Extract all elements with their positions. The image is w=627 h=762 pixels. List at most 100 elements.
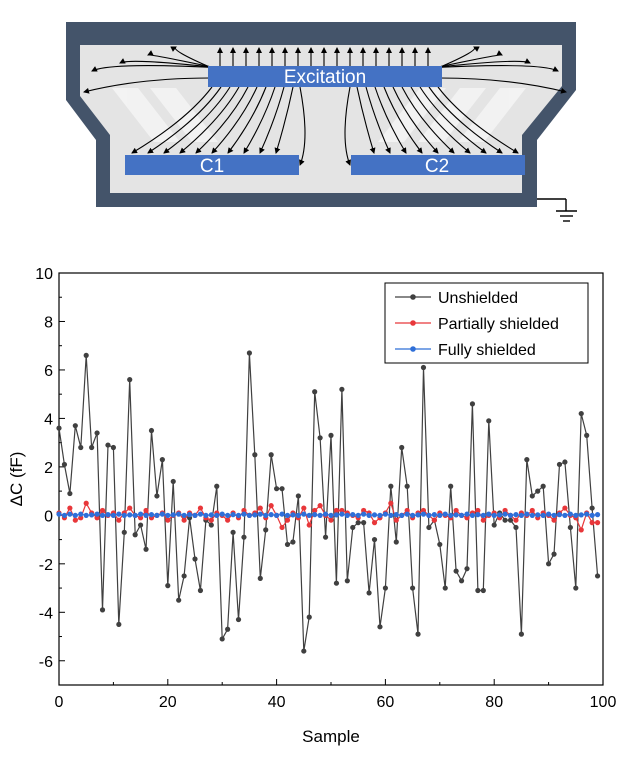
data-point <box>181 517 187 523</box>
data-point <box>306 512 312 518</box>
data-point <box>263 512 269 518</box>
y-tick-label: 2 <box>44 460 53 477</box>
y-tick-label: -2 <box>39 557 53 574</box>
data-point <box>513 524 519 531</box>
legend-swatch-marker <box>410 294 416 300</box>
series-line <box>58 513 598 517</box>
y-axis-ticks: -6 -4 -2 0 2 4 6 8 10 <box>35 266 65 671</box>
field-line <box>170 46 213 69</box>
series-layer <box>56 350 601 654</box>
data-point <box>279 486 285 492</box>
data-point <box>420 511 427 517</box>
c2-electrode <box>351 155 525 175</box>
data-point <box>420 507 427 514</box>
data-point <box>99 512 106 518</box>
field-line <box>425 65 559 72</box>
data-point <box>110 512 116 518</box>
data-point <box>594 573 601 579</box>
field-line <box>410 86 471 154</box>
data-point <box>388 512 394 518</box>
data-point <box>143 512 149 518</box>
data-point <box>339 507 345 514</box>
data-point <box>208 517 214 523</box>
legend-label: Unshielded <box>438 290 518 307</box>
data-point <box>333 512 340 518</box>
data-point <box>453 512 459 518</box>
data-point <box>366 590 372 596</box>
data-point <box>453 507 459 514</box>
data-point <box>366 512 372 518</box>
data-point <box>116 517 122 523</box>
data-point <box>344 512 350 518</box>
data-point <box>578 527 584 533</box>
data-point <box>328 517 334 523</box>
data-point <box>219 636 225 642</box>
data-point <box>475 587 481 594</box>
data-point <box>371 520 378 526</box>
data-point <box>110 444 116 451</box>
data-point <box>437 512 443 518</box>
data-point <box>344 578 350 584</box>
data-point <box>284 517 291 523</box>
data-point <box>241 507 247 514</box>
field-line <box>227 86 267 154</box>
data-point <box>469 512 476 518</box>
legend-swatch-marker <box>410 346 416 352</box>
field-line <box>243 86 276 154</box>
y-axis-label: ΔC (fF) <box>7 452 26 507</box>
data-point <box>89 512 95 518</box>
data-point <box>56 511 62 517</box>
data-point <box>235 512 242 518</box>
data-point <box>540 483 546 489</box>
data-point <box>529 507 535 514</box>
series-unshielded <box>56 350 601 654</box>
data-point <box>170 512 176 518</box>
data-point <box>127 377 133 383</box>
excitation-electrode <box>208 66 442 87</box>
data-point <box>584 432 590 438</box>
data-point <box>274 512 280 518</box>
legend-label: Partially shielded <box>438 316 559 333</box>
field-line <box>428 86 503 154</box>
data-point <box>497 512 503 518</box>
legend-label: Fully shielded <box>438 342 536 359</box>
data-point <box>312 512 318 518</box>
data-point <box>230 529 236 535</box>
data-point <box>72 423 78 429</box>
diagonal-stripes <box>112 88 526 142</box>
data-point <box>116 511 122 517</box>
data-point <box>502 507 508 514</box>
data-point <box>312 389 318 395</box>
data-point <box>99 507 106 514</box>
data-point <box>99 607 106 613</box>
data-point <box>284 541 291 548</box>
data-point <box>94 430 100 436</box>
data-point <box>475 507 481 514</box>
excitation-label: Excitation <box>284 67 366 88</box>
data-point <box>154 493 160 499</box>
data-point <box>382 585 388 591</box>
data-point <box>143 546 149 552</box>
data-point <box>165 517 171 523</box>
data-point <box>94 511 100 517</box>
data-point <box>67 505 73 511</box>
field-line <box>429 58 531 69</box>
c1-label: C1 <box>200 156 224 177</box>
data-point <box>551 512 557 518</box>
data-point <box>56 425 62 431</box>
data-point <box>573 512 579 518</box>
data-point <box>61 512 68 518</box>
data-point <box>208 512 214 518</box>
data-point <box>181 512 187 518</box>
data-point <box>431 512 437 518</box>
series-line <box>58 352 599 652</box>
data-point <box>426 512 432 518</box>
data-point <box>230 512 236 518</box>
data-point <box>524 511 530 517</box>
field-line <box>119 58 221 69</box>
data-point <box>78 511 84 517</box>
data-point <box>589 505 595 511</box>
field-line <box>259 86 285 154</box>
data-point <box>121 529 127 535</box>
data-point <box>301 511 307 517</box>
